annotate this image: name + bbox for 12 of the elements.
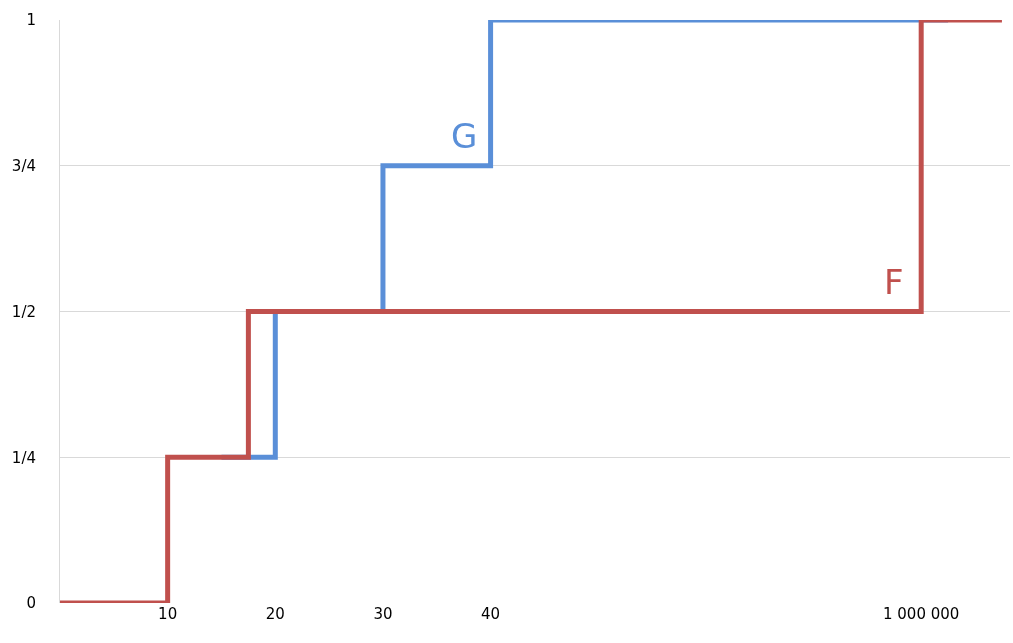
series-label: G: [451, 116, 478, 156]
y-tick-label: 1/2: [11, 302, 36, 321]
x-tick-label: 1 000 000: [883, 605, 960, 623]
x-tick-label: 10: [158, 605, 178, 623]
x-tick-label: 20: [265, 605, 285, 623]
y-tick-label: 1: [26, 11, 36, 30]
x-tick-label: 40: [481, 605, 501, 623]
y-tick-label: 0: [26, 594, 36, 613]
series-label: F: [884, 262, 904, 302]
y-tick-label: 1/4: [11, 448, 36, 467]
x-tick-label: 30: [373, 605, 393, 623]
y-tick-label: 3/4: [11, 157, 36, 175]
